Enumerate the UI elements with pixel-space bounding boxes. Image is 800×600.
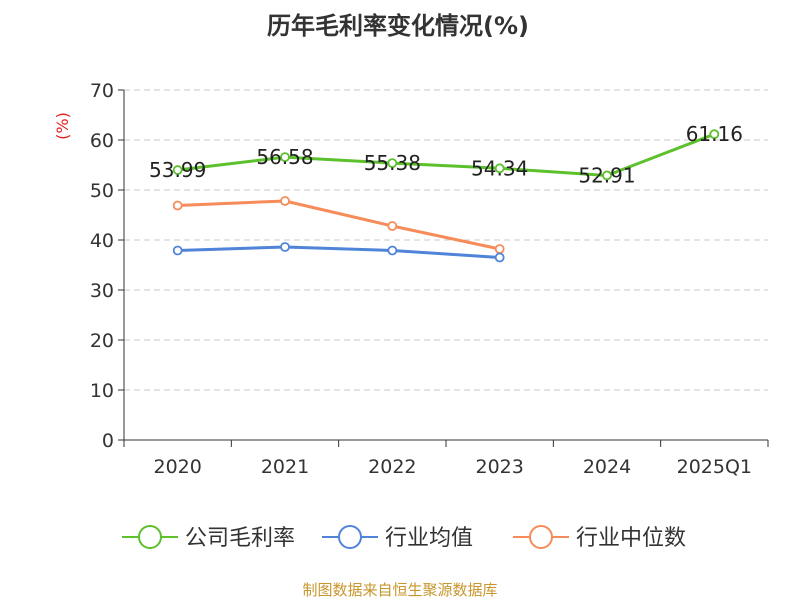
- y-tick-label: 0: [102, 430, 114, 452]
- legend-marker: [529, 525, 553, 549]
- data-point: [172, 200, 183, 211]
- data-label: 56.58: [256, 145, 313, 169]
- data-label: 53.99: [149, 158, 206, 182]
- data-label: 52.91: [578, 163, 635, 187]
- y-tick-label: 10: [90, 380, 114, 402]
- legend-label[interactable]: 行业中位数: [576, 526, 686, 551]
- data-point: [602, 170, 612, 181]
- legend-marker: [138, 525, 162, 549]
- data-point: [172, 245, 183, 256]
- data-point: [709, 129, 720, 140]
- data-label: 55.38: [364, 151, 421, 175]
- data-labels: 53.99 56.58 55.38 54.34 52.91 61.16: [149, 122, 743, 187]
- data-point: [280, 196, 290, 206]
- chart-title: 历年毛利率变化情况(%): [267, 12, 529, 40]
- y-tick-label: 50: [90, 180, 114, 202]
- gridlines: [124, 89, 768, 391]
- legend-marker: [338, 525, 362, 549]
- data-point: [494, 163, 505, 174]
- series-line: [177, 199, 500, 251]
- y-tick-label: 30: [90, 280, 114, 302]
- data-label: 61.16: [686, 122, 743, 146]
- x-tick-label: 2024: [583, 456, 631, 478]
- x-tick-label: 2025Q1: [677, 456, 752, 478]
- data-point: [494, 244, 505, 254]
- x-tick-label: 2020: [153, 456, 201, 478]
- y-tick-label: 20: [90, 330, 114, 352]
- y-tick-label: 70: [90, 80, 114, 102]
- data-point: [280, 152, 290, 163]
- legend[interactable]: 公司毛利率 行业均值 行业中位数: [122, 525, 686, 551]
- series-line: [177, 245, 500, 259]
- x-tick-label: 2023: [475, 456, 523, 478]
- series-group: [172, 129, 720, 263]
- data-point: [172, 165, 183, 175]
- data-label: 54.34: [471, 156, 528, 180]
- series-line: [177, 132, 715, 177]
- legend-label[interactable]: 行业均值: [385, 526, 473, 551]
- data-point: [387, 245, 398, 256]
- y-ticks: 0 10 20 30 40 50 60 70: [90, 80, 124, 452]
- data-point: [387, 158, 398, 169]
- source-note: 制图数据来自恒生聚源数据库: [302, 581, 497, 599]
- y-tick-label: 40: [90, 230, 114, 252]
- data-point: [280, 242, 290, 252]
- axes: [123, 90, 768, 441]
- legend-label[interactable]: 公司毛利率: [185, 526, 295, 551]
- x-ticks: 2020 2021 2022 2023 2024 2025Q1: [123, 440, 769, 478]
- y-tick-label: 60: [90, 130, 114, 152]
- x-tick-label: 2021: [261, 456, 309, 478]
- data-point: [387, 221, 398, 231]
- data-point: [494, 252, 505, 263]
- y-axis-label: (%): [53, 112, 72, 140]
- x-tick-label: 2022: [368, 456, 416, 478]
